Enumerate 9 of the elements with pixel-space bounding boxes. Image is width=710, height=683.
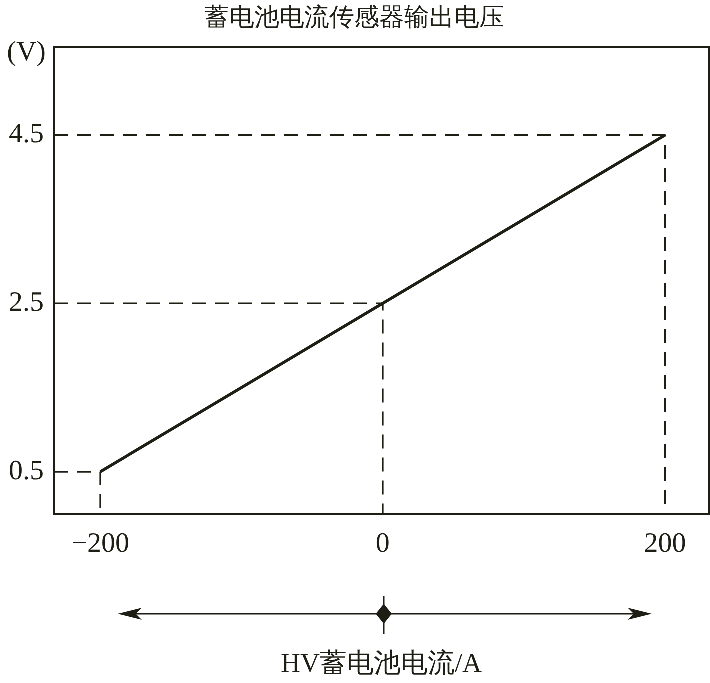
x-tick-label: −200 xyxy=(72,528,130,560)
y-tick-label: 2.5 xyxy=(9,287,44,318)
y-tick-label: 4.5 xyxy=(9,118,44,150)
y-tick-label: 0.5 xyxy=(9,455,44,486)
x-tick-label: 200 xyxy=(644,528,686,560)
y-axis-title: (V) xyxy=(7,36,46,68)
x-tick-label: 0 xyxy=(376,528,390,560)
x-axis-title: HV蓄电池电流/A xyxy=(281,648,482,678)
chart-title: 蓄电池电流传感器输出电压 xyxy=(204,4,504,32)
